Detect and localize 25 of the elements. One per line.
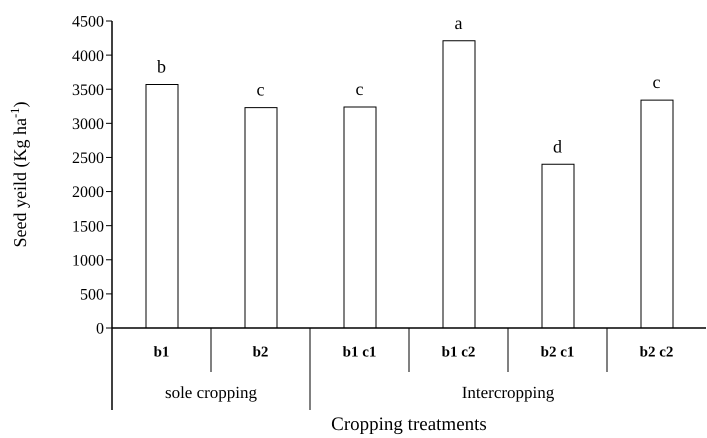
y-tick-label: 0 <box>96 320 104 338</box>
x-axis-title: Cropping treatments <box>330 414 488 436</box>
text: Intercropping <box>460 383 556 403</box>
y-tick-label: 3500 <box>72 82 104 99</box>
annotation: c <box>256 80 264 100</box>
annotation: d <box>553 136 562 156</box>
y-tick-label: 2500 <box>72 150 104 168</box>
y-tick-label: 1000 <box>72 252 104 270</box>
x-tick-label: b1 c1 <box>342 344 376 361</box>
x-tick-label: b1 c2 <box>442 344 476 361</box>
y-tick-label: 500 <box>80 286 104 304</box>
x-tick-label: b2 <box>252 344 268 361</box>
y-tick-label: 4000 <box>72 48 104 65</box>
y-tick-label: 1500 <box>72 218 104 236</box>
y-tick-label: 4500 <box>72 14 104 31</box>
y-tick-label: 3000 <box>72 116 104 134</box>
x-tick-label: b2 c2 <box>640 344 674 361</box>
x-tick-label: b1 <box>154 344 170 361</box>
y-tick-label: 2000 <box>72 184 104 202</box>
x-tick-label: b2 c1 <box>540 344 574 361</box>
annotation: a <box>454 12 462 33</box>
text: sole cropping <box>164 383 258 403</box>
annotation: b <box>157 56 166 76</box>
annotation: c <box>356 78 364 99</box>
annotation: c <box>652 72 660 92</box>
